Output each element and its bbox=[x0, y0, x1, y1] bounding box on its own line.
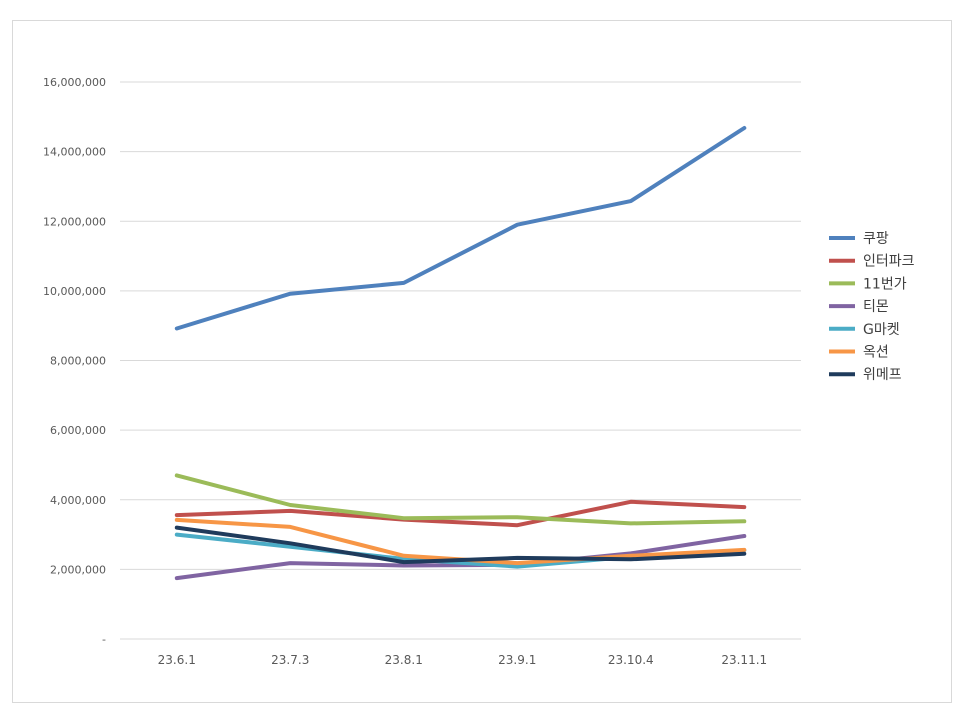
series-lines bbox=[174, 126, 747, 581]
legend-label: 옥션 bbox=[863, 345, 889, 361]
y-tick-label: 12,000,000 bbox=[43, 215, 106, 228]
y-axis-ticks: - 2,000,000 4,000,000 6,000,000 8,000,000 10,… bbox=[43, 76, 106, 646]
y-tick-label: 8,000,000 bbox=[50, 355, 106, 368]
x-tick-label: 23.11.1 bbox=[721, 653, 767, 667]
y-tick-label: 4,000,000 bbox=[50, 494, 106, 507]
y-tick-label: 14,000,000 bbox=[43, 146, 106, 159]
y-tick-label: 6,000,000 bbox=[50, 424, 106, 437]
legend-label: G마켓 bbox=[863, 322, 900, 338]
y-tick-label: 10,000,000 bbox=[43, 285, 106, 298]
y-tick-label: 16,000,000 bbox=[43, 76, 106, 89]
legend-label: 11번가 bbox=[863, 276, 907, 292]
y-tick-label: 2,000,000 bbox=[50, 563, 106, 576]
series-line-1 bbox=[174, 499, 747, 528]
legend-label: 위메프 bbox=[863, 367, 902, 383]
x-tick-label: 23.9.1 bbox=[498, 653, 536, 667]
legend-label: 쿠팡 bbox=[863, 231, 889, 247]
y-tick-label: - bbox=[102, 633, 106, 646]
x-tick-label: 23.10.4 bbox=[608, 653, 654, 667]
x-tick-label: 23.6.1 bbox=[158, 653, 196, 667]
series-line-0 bbox=[174, 126, 747, 331]
chart-frame: - 2,000,000 4,000,000 6,000,000 8,000,000 10,… bbox=[12, 20, 952, 703]
x-axis-ticks: 23.6.1 23.7.3 23.8.1 23.9.1 23.10.4 23.11.1 bbox=[158, 653, 767, 667]
legend-label: 티몬 bbox=[863, 299, 889, 315]
x-tick-label: 23.7.3 bbox=[271, 653, 309, 667]
series-line-3 bbox=[174, 534, 747, 581]
x-tick-label: 23.8.1 bbox=[385, 653, 423, 667]
series-line-6 bbox=[174, 525, 747, 565]
series-line-2 bbox=[174, 473, 747, 526]
line-chart: - 2,000,000 4,000,000 6,000,000 8,000,000 10,… bbox=[43, 76, 915, 667]
legend-label: 인터파크 bbox=[863, 254, 915, 270]
